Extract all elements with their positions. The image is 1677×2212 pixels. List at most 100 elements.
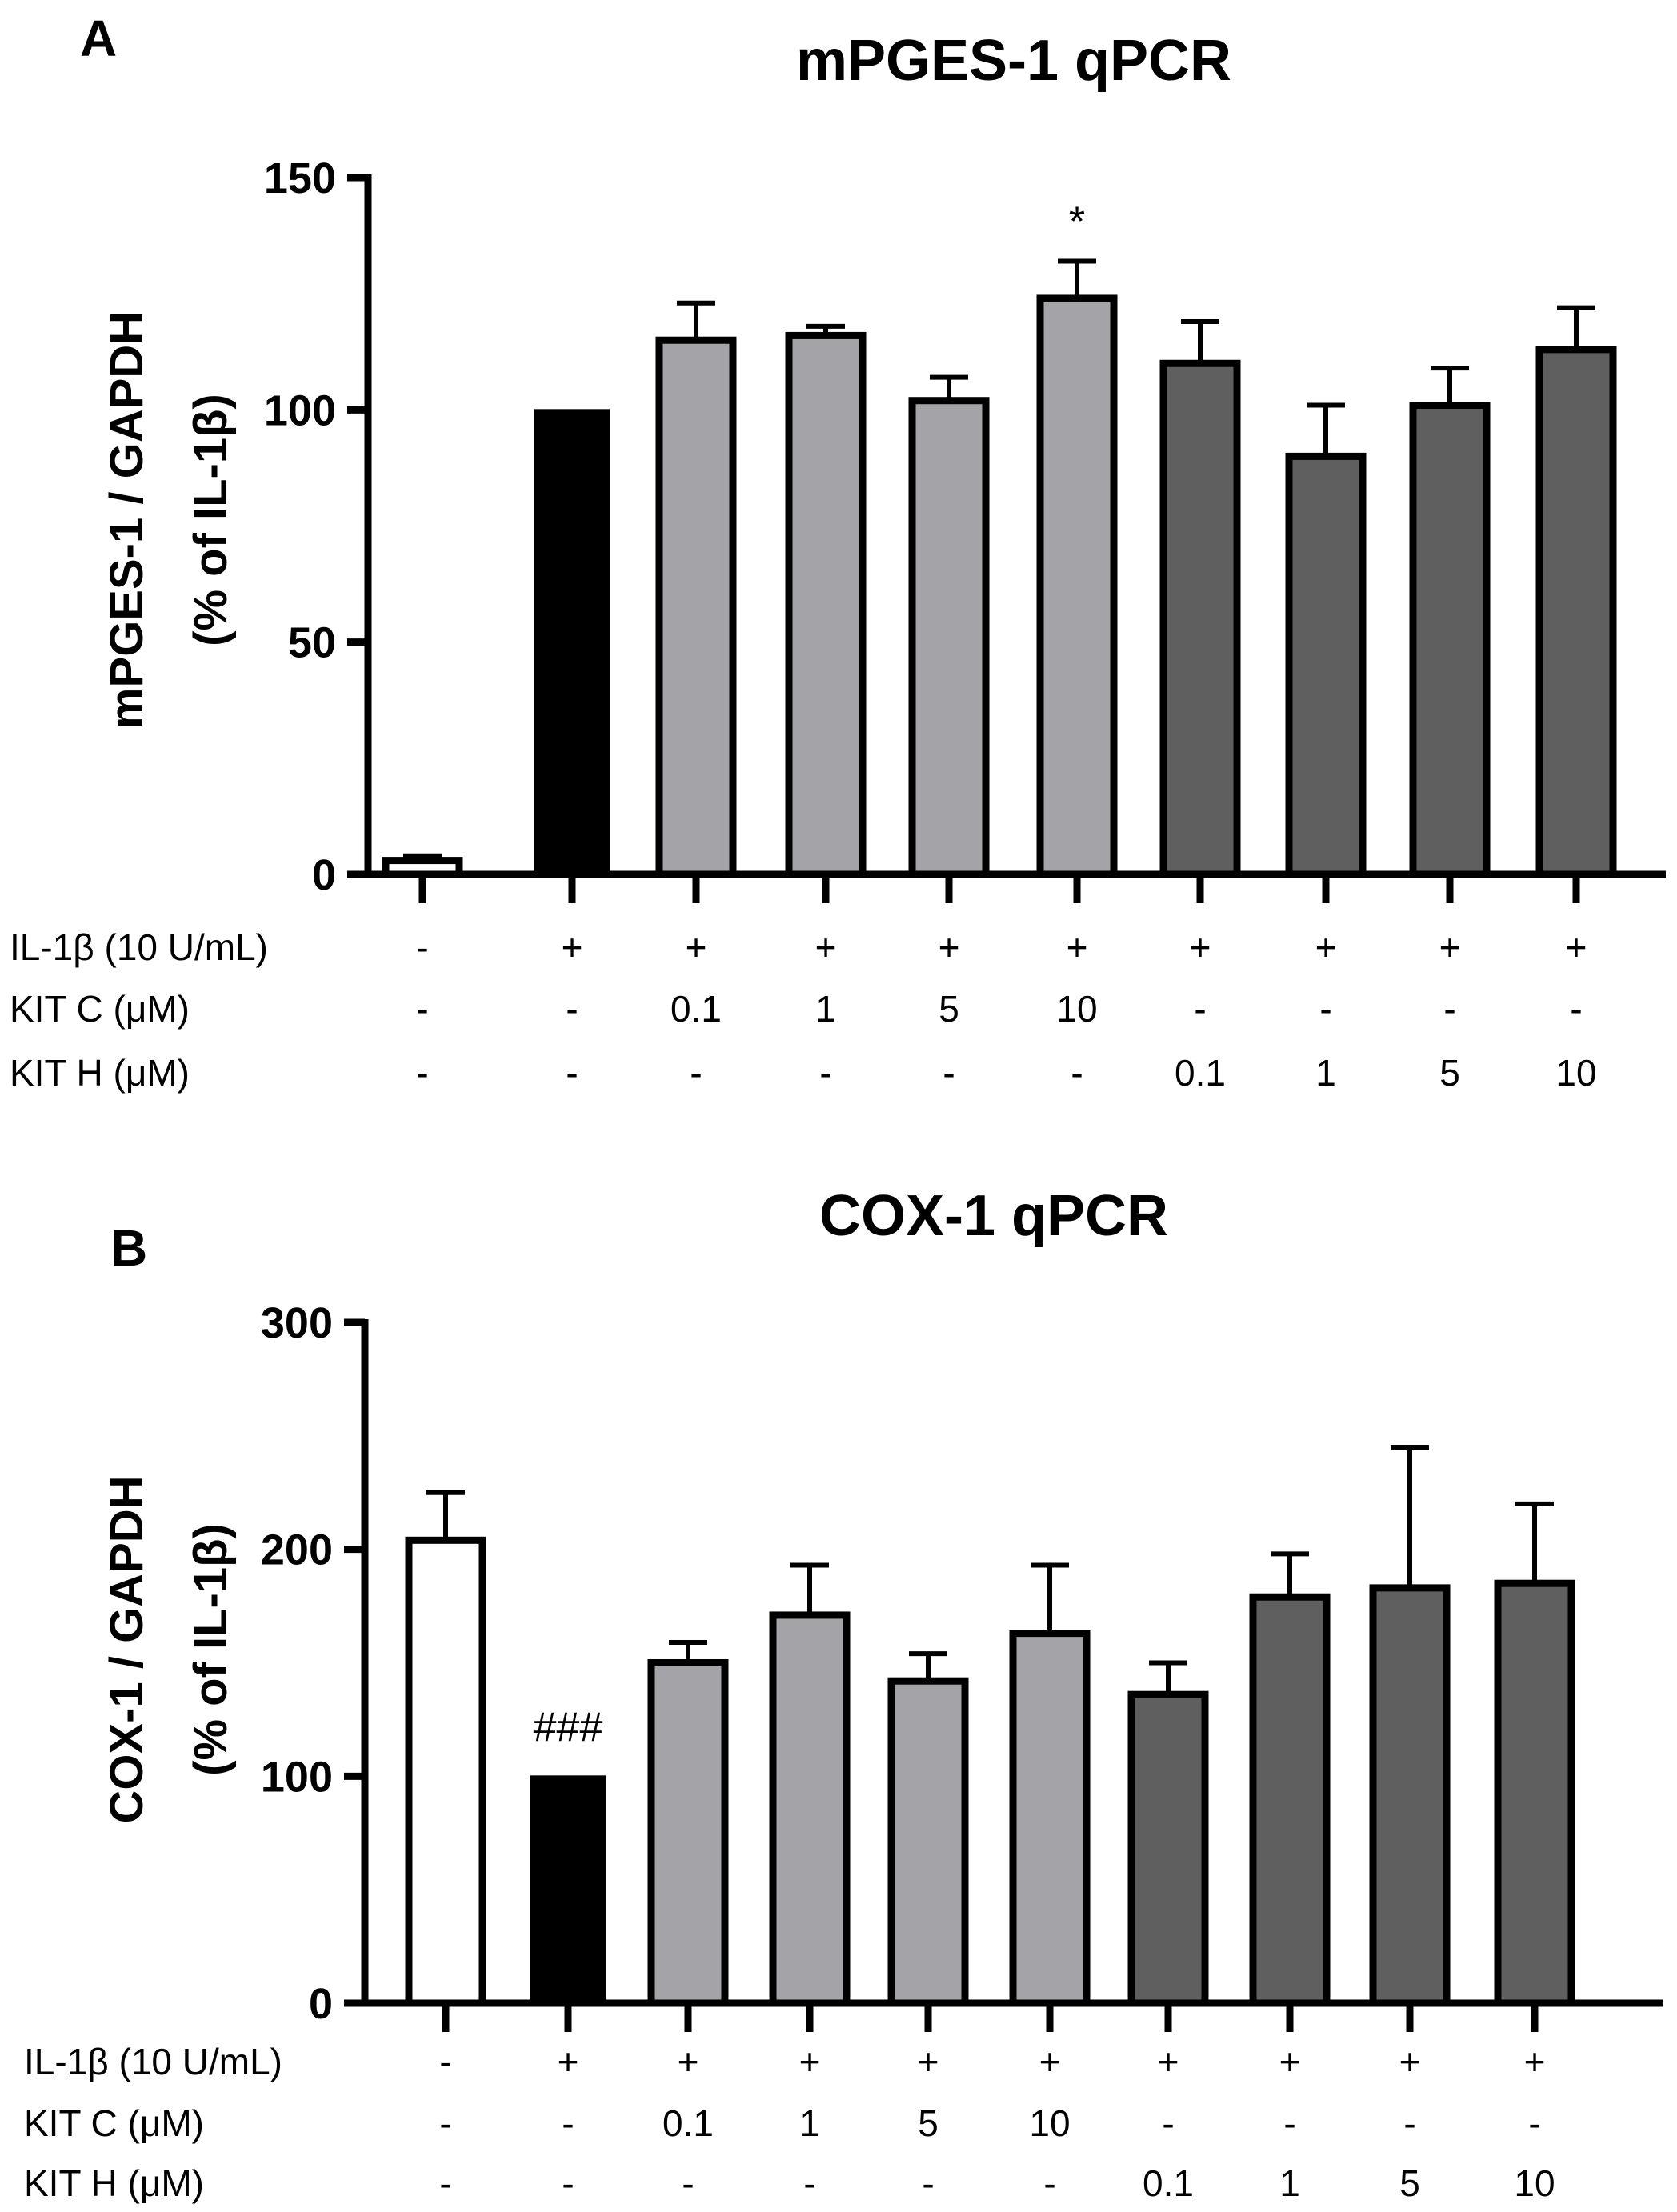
panel-b-bar-kit_c — [1009, 1630, 1091, 2007]
panel-a-ylabel-line1: mPGES-1 / GAPDH — [101, 311, 153, 729]
panel-a-treatment-value: + — [815, 926, 837, 968]
panel-a-treatment-value: 1 — [1315, 1052, 1336, 1094]
panel-b-bar-kit_h — [1369, 1584, 1451, 2007]
panel-b-ylabel-line1: COX-1 / GAPDH — [101, 1475, 153, 1823]
panel-a-ytick-label: 150 — [264, 154, 336, 202]
panel-a-treatment-value: - — [690, 1052, 702, 1094]
panel-b-ytick-label: 300 — [261, 1299, 333, 1347]
panel-b-bar-il1b — [530, 1775, 606, 2004]
panel-b-bar-kit_h — [1494, 1579, 1575, 2007]
panel-b-treatment-value: - — [1403, 2102, 1415, 2144]
panel-a-treatment-value: 0.1 — [1175, 1052, 1226, 1094]
panel-a-treatment-value: 5 — [1439, 1052, 1460, 1094]
panel-a-treatment-value: - — [416, 1052, 428, 1094]
panel-b-treatment-value: - — [562, 2102, 574, 2144]
panel-b-treatment-value: + — [1524, 2041, 1546, 2082]
panel-b-treatment-value: + — [558, 2041, 579, 2082]
panel-a-bar-kit_h — [1535, 346, 1617, 878]
panel-b-title: COX-1 qPCR — [819, 1184, 1168, 1248]
panel-b-treatment-table: IL-1β (10 U/mL) - + + + + + + + + + KIT C (μM) - - 0.1… — [24, 2041, 1555, 2204]
panel-b-treatment-value: - — [562, 2162, 574, 2204]
panel-b-treatment-value: - — [1283, 2102, 1295, 2144]
panel-a-bar-control — [382, 857, 463, 878]
panel-a-treatment-row-label: KIT C (μM) — [10, 988, 190, 1030]
panel-b-ytick-label: 200 — [261, 1526, 333, 1574]
panel-a-treatment-value: + — [1315, 926, 1337, 968]
panel-b-treatment-value: 5 — [1399, 2162, 1420, 2204]
panel-b-treatment-value: 0.1 — [662, 2102, 714, 2144]
panel-b-treatment-value: 10 — [1514, 2162, 1555, 2204]
panel-a-treatment-value: 10 — [1555, 1052, 1596, 1094]
panel-a-treatment-table: IL-1β (10 U/mL) - + + + + + + + + + KIT C (μM) - - 0.1… — [10, 926, 1597, 1094]
panel-a-ylabel-line2: (% of IL-1β) — [185, 394, 237, 646]
panel-a-bar-kit_h — [1409, 402, 1491, 878]
panel-a-treatment-value: + — [562, 926, 583, 968]
panel-a-title: mPGES-1 qPCR — [796, 29, 1231, 93]
panel-b-treatment-value: - — [439, 2102, 451, 2144]
panel-a-treatment-value: - — [416, 988, 428, 1030]
panel-a-treatment-value: - — [943, 1052, 955, 1094]
panel-a-ytick-label: 50 — [288, 619, 336, 667]
panel-a-letter: A — [80, 10, 117, 67]
panel-a-bar-kit_h — [1159, 359, 1241, 878]
panel-b-significance-marker: ### — [534, 1704, 603, 1750]
panel-b-treatment-value: + — [1279, 2041, 1301, 2082]
panel-a-treatment-value: - — [566, 988, 578, 1030]
panel-a-treatment-value: - — [1443, 988, 1455, 1030]
panel-b-treatment-value: - — [439, 2162, 451, 2204]
panel-a-treatment-value: - — [1570, 988, 1582, 1030]
panel-b-bar-kit_c — [647, 1659, 729, 2007]
panel-a-bar-kit_c — [785, 331, 867, 878]
panel-b-treatment-value: 10 — [1029, 2102, 1070, 2144]
panel-b-bar-kit_c — [887, 1677, 969, 2007]
panel-b-treatment-value: - — [803, 2162, 815, 2204]
panel-b-treatment-value: 0.1 — [1143, 2162, 1194, 2204]
panel-a-bar-kit_c — [908, 397, 990, 878]
panel-b-treatment-value: 1 — [799, 2102, 820, 2144]
panel-a-treatment-value: 10 — [1056, 988, 1097, 1030]
panel-a-treatment-value: - — [416, 926, 428, 968]
panel-b-ytick-label: 0 — [309, 1980, 333, 2028]
panel-b-treatment-row-label: KIT H (μM) — [24, 2162, 204, 2204]
panel-a-treatment-value: - — [566, 1052, 578, 1094]
panel-a-treatment-value: - — [1319, 988, 1331, 1030]
panel-b-treatment-value: + — [678, 2041, 699, 2082]
panel-b-treatment-value: - — [439, 2041, 451, 2082]
panel-a-ytick-label: 0 — [312, 851, 336, 899]
panel-a-treatment-value: + — [1566, 926, 1587, 968]
panel-b-treatment-value: - — [1162, 2102, 1174, 2144]
panel-a-treatment-value: 1 — [815, 988, 836, 1030]
panel-a-treatment-value: + — [686, 926, 707, 968]
panel-a-treatment-value: + — [939, 926, 960, 968]
panel-a-ytick-label: 100 — [264, 386, 336, 434]
panel-b-bar-control — [405, 1536, 486, 2007]
panel-a-treatment-row-label: IL-1β (10 U/mL) — [10, 926, 268, 968]
panel-a-treatment-value: + — [1067, 926, 1088, 968]
panel-b-treatment-value: - — [1528, 2102, 1540, 2144]
panel-a-significance-marker: * — [1069, 199, 1085, 246]
panel-b-treatment-value: + — [918, 2041, 939, 2082]
panel-a-treatment-value: 5 — [939, 988, 959, 1030]
panel-b-treatment-value: - — [682, 2162, 694, 2204]
panel-a-treatment-row-label: KIT H (μM) — [10, 1052, 190, 1094]
panel-a: A mPGES-1 qPCR mPGES-1 / GAPDH (% of IL-… — [10, 10, 1666, 1094]
panel-a-treatment-value: + — [1439, 926, 1461, 968]
panel-b-treatment-value: 1 — [1279, 2162, 1300, 2204]
panel-b-treatment-value: + — [1039, 2041, 1061, 2082]
panel-b-plot-area: 0 100 200 300 ### — [261, 1299, 1663, 2032]
panel-a-bar-il1b — [534, 409, 610, 875]
panel-b-bar-kit_h — [1127, 1690, 1209, 2007]
panel-b-letter: B — [110, 1219, 147, 1277]
panel-b-treatment-value: - — [1043, 2162, 1055, 2204]
panel-a-treatment-value: 0.1 — [670, 988, 722, 1030]
panel-a-treatment-value: - — [819, 1052, 831, 1094]
panel-b: B COX-1 qPCR COX-1 / GAPDH (% of IL-1β) … — [24, 1184, 1663, 2204]
panel-a-bar-kit_h — [1285, 452, 1367, 878]
panel-b-treatment-row-label: KIT C (μM) — [24, 2102, 204, 2144]
panel-a-treatment-value: - — [1071, 1052, 1083, 1094]
panel-b-ylabel-line2: (% of IL-1β) — [185, 1523, 237, 1776]
panel-b-bar-kit_h — [1249, 1593, 1331, 2007]
panel-a-treatment-value: + — [1190, 926, 1211, 968]
panel-a-treatment-value: - — [1194, 988, 1206, 1030]
